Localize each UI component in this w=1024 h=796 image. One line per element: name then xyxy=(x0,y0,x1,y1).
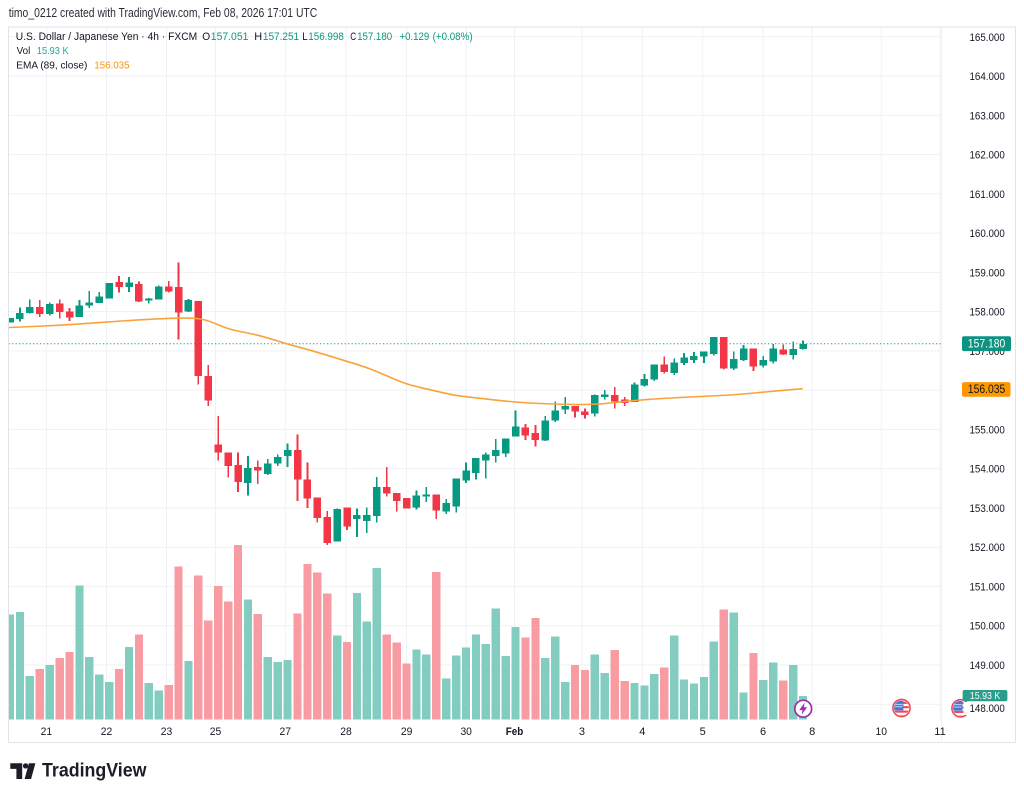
svg-text:156.035: 156.035 xyxy=(94,61,129,72)
svg-text:O: O xyxy=(202,31,210,43)
svg-text:154.000: 154.000 xyxy=(970,464,1005,476)
svg-text:30: 30 xyxy=(460,726,472,738)
svg-text:C: C xyxy=(350,31,356,43)
svg-text:162.000: 162.000 xyxy=(970,150,1005,162)
svg-text:149.000: 149.000 xyxy=(970,660,1005,672)
svg-text:28: 28 xyxy=(340,726,352,738)
svg-text:U.S. Dollar / Japanese Yen · 4: U.S. Dollar / Japanese Yen · 4h · FXCM xyxy=(16,31,197,43)
svg-text:157.251: 157.251 xyxy=(263,31,299,43)
svg-text:6: 6 xyxy=(760,726,766,738)
svg-text:29: 29 xyxy=(401,726,413,738)
svg-text:152.000: 152.000 xyxy=(970,542,1005,554)
svg-text:164.000: 164.000 xyxy=(970,71,1005,83)
svg-text:timo_0212 created with Trading: timo_0212 created with TradingView.com, … xyxy=(9,6,318,20)
svg-text:3: 3 xyxy=(579,726,585,738)
svg-text:161.000: 161.000 xyxy=(970,189,1005,201)
svg-text:165.000: 165.000 xyxy=(970,32,1005,44)
svg-text:EMA (89, close): EMA (89, close) xyxy=(16,61,87,72)
svg-text:11: 11 xyxy=(934,726,946,738)
svg-text:159.000: 159.000 xyxy=(970,267,1005,279)
svg-text:155.000: 155.000 xyxy=(970,424,1005,436)
svg-text:15.93 K: 15.93 K xyxy=(970,690,1001,702)
svg-text:22: 22 xyxy=(101,726,113,738)
svg-text:156.035: 156.035 xyxy=(968,384,1006,396)
svg-text:151.000: 151.000 xyxy=(970,581,1005,593)
svg-text:10: 10 xyxy=(876,726,888,738)
svg-text:158.000: 158.000 xyxy=(970,307,1005,319)
svg-text:Feb: Feb xyxy=(506,726,524,738)
svg-text:(+0.08%): (+0.08%) xyxy=(433,31,473,43)
svg-text:157.051: 157.051 xyxy=(211,31,249,43)
svg-text:Vol: Vol xyxy=(17,46,31,57)
svg-text:L: L xyxy=(302,31,307,43)
svg-text:+0.129: +0.129 xyxy=(400,31,430,43)
svg-text:23: 23 xyxy=(161,726,173,738)
svg-text:148.000: 148.000 xyxy=(970,703,1005,715)
svg-text:4: 4 xyxy=(639,726,645,738)
svg-text:160.000: 160.000 xyxy=(970,228,1005,240)
svg-text:25: 25 xyxy=(210,726,222,738)
svg-text:156.998: 156.998 xyxy=(308,31,344,43)
svg-text:21: 21 xyxy=(41,726,53,738)
svg-text:8: 8 xyxy=(809,726,815,738)
svg-text:15.93 K: 15.93 K xyxy=(37,46,69,57)
svg-text:TradingView: TradingView xyxy=(42,761,147,782)
svg-text:27: 27 xyxy=(280,726,292,738)
svg-text:157.180: 157.180 xyxy=(968,339,1006,351)
svg-text:157.180: 157.180 xyxy=(357,31,392,43)
svg-text:5: 5 xyxy=(700,726,706,738)
svg-text:150.000: 150.000 xyxy=(970,621,1005,633)
svg-text:153.000: 153.000 xyxy=(970,503,1005,515)
svg-text:163.000: 163.000 xyxy=(970,110,1005,122)
svg-text:H: H xyxy=(254,31,262,43)
